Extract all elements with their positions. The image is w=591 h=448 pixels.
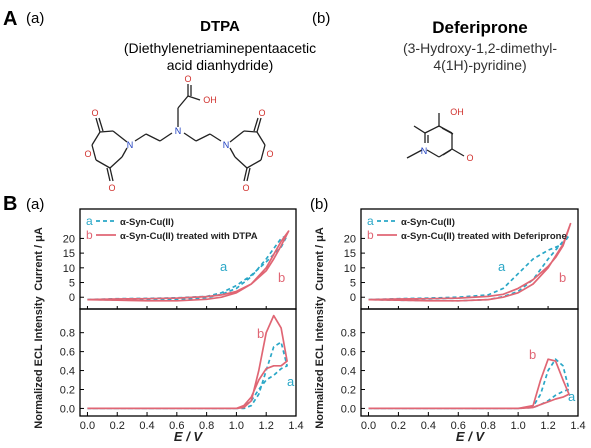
ylabel-0: Current / μA [33,227,45,291]
xtick-label-3-7: 1.4 [570,420,585,432]
ylabel-2: Current / μA [314,227,326,291]
dtpa-o2: O [84,149,91,159]
dtpa-name-line1: (Diethylenetriaminepentaacetic [123,40,317,56]
legend-mark-2-0: a [367,214,374,228]
plot-frame-2 [360,208,579,310]
ytick-label-1-2: 0.4 [60,366,75,378]
ytick-label-3-0: 0.0 [341,403,356,415]
panel-a-sub-b: (b) [312,10,331,27]
ytick-label-2-4: 20 [344,233,356,245]
curve-label-0-b: b [278,270,285,285]
dtpa-o-acid: O [184,74,191,84]
xtick-label-3-6: 1.2 [540,420,555,432]
ytick-label-1-3: 0.6 [60,347,75,359]
xtick-label-1-7: 1.4 [288,420,303,432]
curve-label-1-a: a [287,374,295,389]
series-line-1-b [87,314,288,410]
legend-text-0-1: α-Syn-Cu(II) treated with DTPA [120,231,258,242]
ytick-label-3-4: 0.8 [341,328,356,340]
xlabel-0: E / V [174,429,204,444]
dtpa-name-line2: acid dianhydride) [166,57,274,73]
panel-a-sub-a: (a) [26,10,45,27]
curve-label-2-a: a [498,259,506,274]
ylabel-3: Normalized ECL Intensity [314,295,326,428]
dtpa-o3: O [108,183,115,193]
xtick-label-1-6: 1.2 [259,420,274,432]
curve-label-3-b: b [529,347,536,362]
deferiprone-title: Deferiprone [432,18,528,37]
ytick-label-2-2: 10 [344,263,356,275]
legend-text-2-1: α-Syn-Cu(II) treated with Deferiprone [401,231,567,242]
ylabel-1: Normalized ECL Intensity [33,295,45,428]
xtick-label-1-4: 0.8 [199,420,214,432]
ytick-label-3-3: 0.6 [341,347,356,359]
ytick-label-1-1: 0.2 [60,384,75,396]
xtick-label-1-1: 0.2 [110,420,125,432]
xtick-label-3-5: 1.0 [510,420,525,432]
deferiprone-n: N [421,146,428,156]
ytick-label-0-2: 10 [63,263,75,275]
xtick-label-1-0: 0.0 [80,420,95,432]
panel-b-sub-b: (b) [310,196,329,213]
series-line-3-b [368,358,570,410]
xtick-label-3-4: 0.8 [481,420,496,432]
dtpa-oh-acid: OH [203,95,217,105]
ytick-label-0-0: 0 [69,292,75,304]
series-line-0-b [87,230,290,302]
curve-label-3-a: a [568,389,576,404]
ytick-label-2-3: 15 [344,248,356,260]
dtpa-o4: O [258,108,265,118]
legend-mark-2-1: b [367,228,374,242]
curve-label-2-b: b [559,270,566,285]
legend-mark-0-1: b [86,228,93,242]
deferiprone-name-line1: (3-Hydroxy-1,2-dimethyl- [402,40,558,56]
series-line-1-a [87,341,288,410]
xtick-label-3-0: 0.0 [361,420,376,432]
dtpa-n-right: N [223,140,230,150]
series-line-0-a [87,234,288,302]
legend-text-0-0: α-Syn-Cu(II) [120,217,174,228]
deferiprone-name-line2: 4(1H)-pyridine) [433,57,527,73]
xtick-label-1-3: 0.6 [169,420,184,432]
dtpa-o1: O [91,108,98,118]
plot-frame-3 [360,308,579,417]
dtpa-n-center: N [175,126,182,136]
ytick-label-1-4: 0.8 [60,328,75,340]
dtpa-title: DTPA [200,18,240,35]
xtick-label-3-1: 0.2 [391,420,406,432]
series-line-2-a [368,234,570,302]
deferiprone-oh: OH [450,107,464,117]
panel-b-letter: B [3,193,18,215]
xtick-label-1-5: 1.0 [229,420,244,432]
ytick-label-2-0: 0 [350,292,356,304]
dtpa-o5: O [266,149,273,159]
xtick-label-3-3: 0.6 [451,420,466,432]
ytick-label-3-2: 0.4 [341,366,356,378]
legend-mark-0-0: a [86,214,93,228]
dtpa-n-left: N [127,140,134,150]
ytick-label-1-0: 0.0 [60,403,75,415]
plot-frame-1 [79,308,297,417]
panel-a-letter: A [3,8,18,30]
deferiprone-o: O [466,153,473,163]
xtick-label-1-2: 0.4 [139,420,154,432]
series-line-2-b [368,222,572,302]
ytick-label-0-4: 20 [63,233,75,245]
ytick-label-3-1: 0.2 [341,384,356,396]
xtick-label-3-2: 0.4 [421,420,436,432]
xlabel-1: E / V [456,429,486,444]
plot-frame-0 [79,208,297,310]
curve-label-1-b: b [257,326,264,341]
panel-b-sub-a: (a) [26,196,45,213]
ytick-label-0-1: 5 [69,278,75,290]
dtpa-o6: O [242,183,249,193]
ytick-label-2-1: 5 [350,278,356,290]
curve-label-0-a: a [220,259,228,274]
legend-text-2-0: α-Syn-Cu(II) [401,217,455,228]
ytick-label-0-3: 15 [63,248,75,260]
